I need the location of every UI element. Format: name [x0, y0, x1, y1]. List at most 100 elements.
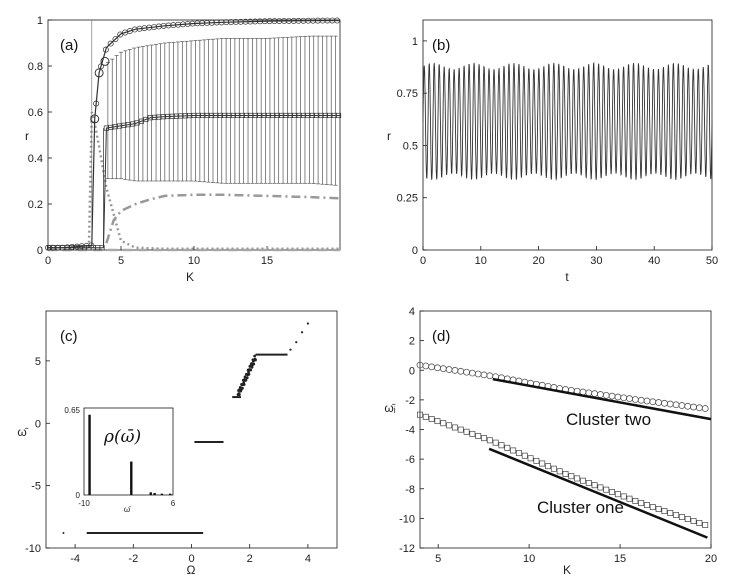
- panel-c-xtick-label: -2: [128, 553, 138, 565]
- panel-b-xtick-label: 10: [475, 255, 487, 267]
- panel-a-ytick-label: 0.6: [28, 107, 43, 119]
- panel-c-ytick-label: -5: [31, 481, 41, 493]
- circle-marker: [107, 40, 114, 47]
- circle-marker: [329, 17, 336, 24]
- square-marker: [533, 457, 540, 464]
- circle-marker: [300, 17, 307, 24]
- circle-marker: [208, 19, 215, 26]
- square-marker: [527, 455, 534, 462]
- square-marker: [649, 504, 656, 511]
- circle-marker: [690, 403, 697, 411]
- panel-d-xtick-label: 5: [435, 553, 441, 565]
- circle-marker: [457, 367, 465, 375]
- square-marker: [690, 518, 697, 524]
- circle-marker: [295, 17, 302, 24]
- circle-marker: [281, 18, 288, 24]
- panel-c-inset: ρ(ω̄) 0.65 0 -10 6 ω̄: [64, 406, 175, 514]
- ramp-point: [241, 386, 244, 390]
- panel-b-xtick-label: 50: [706, 255, 718, 267]
- circle-marker: [486, 372, 494, 380]
- circle-marker: [223, 19, 230, 26]
- circle-marker: [160, 22, 167, 29]
- panel-a-tag: (a): [60, 37, 78, 54]
- panel-b-ytick-label: 0: [412, 245, 418, 257]
- square-marker: [667, 510, 674, 517]
- square-marker: [440, 420, 447, 427]
- panel-c-tag: (c): [60, 328, 78, 345]
- inset-xright-label: 6: [171, 499, 176, 508]
- circle-marker: [696, 404, 703, 412]
- circle-marker: [451, 367, 459, 374]
- panel-a-ytick-label: 0: [37, 245, 43, 257]
- square-marker: [603, 486, 610, 493]
- circle-marker: [266, 18, 273, 25]
- circle-marker: [290, 17, 297, 24]
- circle-marker: [170, 22, 177, 29]
- circle-marker: [102, 46, 109, 53]
- square-marker: [562, 470, 569, 477]
- circle-marker: [237, 18, 244, 25]
- panel-c-ytick-label: 5: [35, 356, 41, 368]
- square-marker: [556, 468, 563, 475]
- panel-b-ytick-label: 0.25: [397, 193, 418, 205]
- circle-marker: [469, 369, 476, 377]
- panel-d-ytick-label: -6: [405, 454, 415, 466]
- ramp-point: [243, 375, 247, 379]
- panel-a-xtick-label: 0: [45, 255, 51, 267]
- panel-b: (b) t r 0 10 20 30 40 50 0 0.25 0.5 0.75 1: [387, 19, 718, 284]
- circle-marker: [661, 399, 668, 407]
- square-marker: [469, 430, 476, 437]
- circle-marker: [165, 22, 172, 29]
- panel-d-ylabel: ω̄ᵢ: [384, 401, 395, 415]
- circle-marker: [463, 368, 470, 376]
- panel-b-ytick-label: 0.75: [397, 88, 418, 100]
- circle-marker: [324, 17, 331, 24]
- circle-marker: [684, 402, 692, 410]
- circle-marker: [626, 395, 633, 402]
- square-marker: [644, 502, 650, 509]
- circle-marker: [655, 399, 662, 406]
- inset-ytop-label: 0.65: [64, 406, 80, 415]
- square-marker: [661, 508, 668, 515]
- circle-marker: [591, 390, 598, 398]
- panel-c-ytick-label: 0: [35, 418, 41, 430]
- circle-marker: [194, 20, 201, 27]
- square-marker: [545, 463, 551, 470]
- circle-marker: [445, 366, 453, 373]
- circle-marker: [64, 244, 71, 251]
- square-marker: [568, 473, 575, 480]
- panel-d-ytick-label: 4: [409, 306, 415, 318]
- circle-marker: [285, 17, 292, 24]
- circle-marker: [602, 391, 610, 399]
- ramp-point: [237, 393, 241, 397]
- square-marker: [457, 426, 464, 433]
- series-dashdot-line: [105, 193, 341, 244]
- panel-d-tag: (d): [432, 328, 450, 345]
- annotation-cluster-one: Cluster one: [537, 498, 624, 517]
- circle-marker: [88, 242, 95, 249]
- square-marker: [510, 447, 517, 454]
- circle-marker: [228, 19, 235, 26]
- square-marker: [702, 522, 709, 528]
- panel-c-xlabel: Ω: [187, 563, 196, 577]
- circle-marker: [247, 18, 254, 25]
- panel-a-xtick-label: 10: [188, 255, 200, 267]
- panel-b-ytick-label: 1: [412, 36, 418, 48]
- panel-b-xlabel: t: [565, 270, 569, 284]
- ramp-point: [247, 370, 250, 374]
- circle-marker: [428, 363, 435, 371]
- panel-c-xtick-label: 2: [247, 553, 253, 565]
- circle-marker: [310, 17, 316, 24]
- panel-a-ylabel: r: [25, 129, 29, 143]
- square-marker: [585, 479, 592, 486]
- square-marker: [99, 245, 105, 251]
- panel-a: (a) K r 0 5 10 15 0 0.2 0.4 0.6 0.8 1: [25, 15, 342, 284]
- circle-marker: [45, 244, 51, 251]
- panel-a-xlabel: K: [186, 270, 194, 284]
- circle-marker: [54, 244, 61, 251]
- circle-marker: [261, 18, 268, 25]
- square-marker: [620, 493, 627, 500]
- ramp-point: [245, 376, 249, 380]
- circle-marker: [434, 364, 441, 372]
- scatter-point: [300, 331, 304, 334]
